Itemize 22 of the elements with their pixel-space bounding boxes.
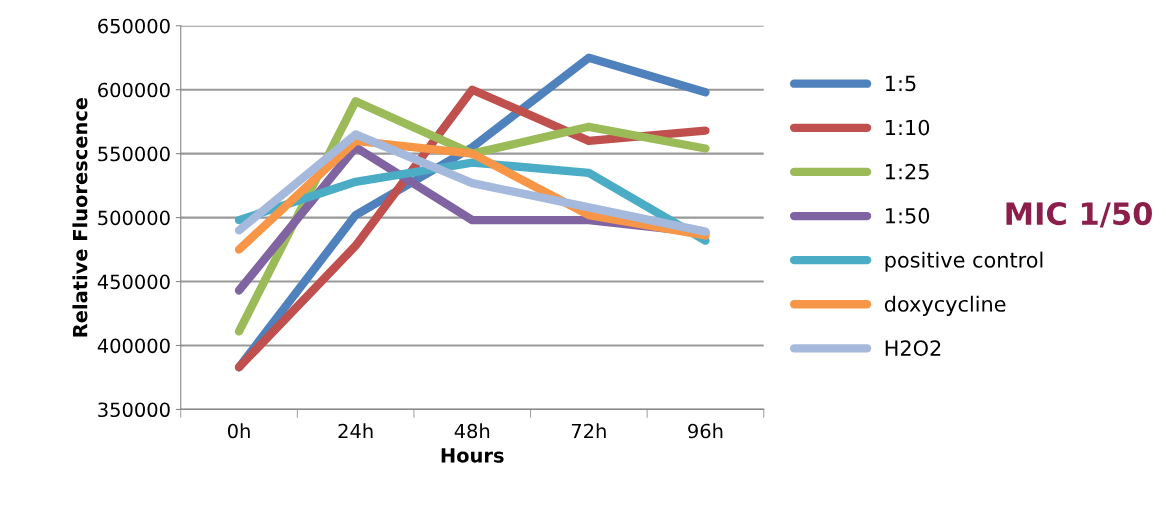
y-tick-label: 350000 <box>98 402 170 418</box>
legend-label: 1:25 <box>886 163 929 180</box>
y-tick-label: 450000 <box>97 274 170 290</box>
x-tick-label: 0h <box>227 423 250 439</box>
x-tick-label: 72h <box>571 423 606 439</box>
x-tick-label: 96h <box>688 423 723 439</box>
y-tick-label: 500000 <box>98 210 170 226</box>
x-tick-label: 24h <box>338 423 373 439</box>
legend-label: doxycycline <box>884 295 1006 316</box>
y-tick-label: 600000 <box>98 82 170 98</box>
legend-label: 1:50 <box>886 207 930 224</box>
y-tick-label: 650000 <box>98 18 170 34</box>
y-tick-label: 400000 <box>97 338 170 354</box>
y-axis-title: Relative Fluorescence <box>72 97 88 337</box>
legend-label: positive control <box>885 251 1043 272</box>
legend-label: 1:10 <box>886 119 930 136</box>
legend-label: H2O2 <box>885 340 941 356</box>
x-axis-title: Hours <box>441 448 504 463</box>
y-tick-label: 550000 <box>98 146 170 162</box>
legend-label: 1:5 <box>886 75 916 92</box>
text: MIC 1/50 <box>1006 202 1152 228</box>
x-tick-label: 48h <box>454 423 490 439</box>
